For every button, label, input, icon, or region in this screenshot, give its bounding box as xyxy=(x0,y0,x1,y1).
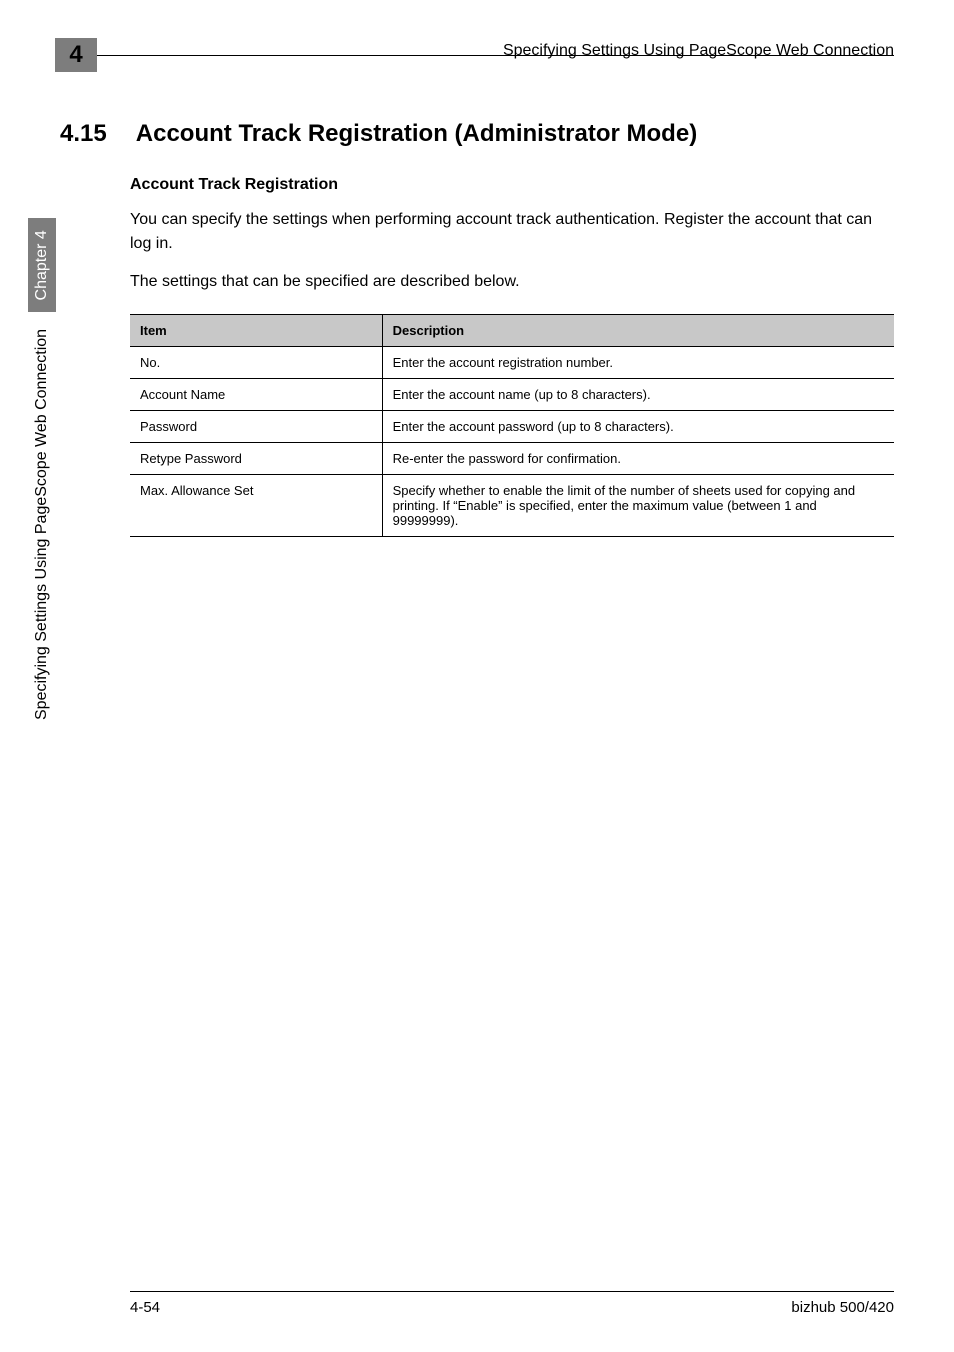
subsection-heading: Account Track Registration xyxy=(130,176,894,194)
side-running-text: Specifying Settings Using PageScope Web … xyxy=(28,218,56,720)
footer-page-number: 4-54 xyxy=(130,1299,160,1316)
paragraph: You can specify the settings when perfor… xyxy=(130,208,894,256)
chapter-number: 4 xyxy=(69,41,82,69)
paragraph: The settings that can be specified are d… xyxy=(130,270,894,294)
table-cell: Re-enter the password for confirmation. xyxy=(382,443,894,475)
table-cell: Account Name xyxy=(130,379,382,411)
side-title: Specifying Settings Using PageScope Web … xyxy=(33,329,50,720)
table-header-cell: Item xyxy=(130,315,382,347)
running-header: Specifying Settings Using PageScope Web … xyxy=(503,42,894,60)
table-cell: Enter the account name (up to 8 characte… xyxy=(382,379,894,411)
table-row: Password Enter the account password (up … xyxy=(130,411,894,443)
table-cell: No. xyxy=(130,347,382,379)
section-number: 4.15 xyxy=(60,120,130,148)
table-cell: Retype Password xyxy=(130,443,382,475)
footer-rule xyxy=(130,1291,894,1292)
table-row: Max. Allowance Set Specify whether to en… xyxy=(130,475,894,537)
table-header-cell: Description xyxy=(382,315,894,347)
footer-product: bizhub 500/420 xyxy=(791,1299,894,1316)
table-cell: Enter the account registration number. xyxy=(382,347,894,379)
table-cell: Max. Allowance Set xyxy=(130,475,382,537)
section-title: Account Track Registration (Administrato… xyxy=(136,120,697,147)
table-row: Retype Password Re-enter the password fo… xyxy=(130,443,894,475)
settings-table: Item Description No. Enter the account r… xyxy=(130,314,894,537)
table-cell: Specify whether to enable the limit of t… xyxy=(382,475,894,537)
chapter-tab: 4 xyxy=(55,38,97,72)
table-cell: Enter the account password (up to 8 char… xyxy=(382,411,894,443)
main-content: 4.15 Account Track Registration (Adminis… xyxy=(130,120,894,537)
table-cell: Password xyxy=(130,411,382,443)
table-header-row: Item Description xyxy=(130,315,894,347)
section-heading: 4.15 Account Track Registration (Adminis… xyxy=(130,120,894,148)
table-row: No. Enter the account registration numbe… xyxy=(130,347,894,379)
side-chapter-badge: Chapter 4 xyxy=(28,218,56,312)
table-row: Account Name Enter the account name (up … xyxy=(130,379,894,411)
